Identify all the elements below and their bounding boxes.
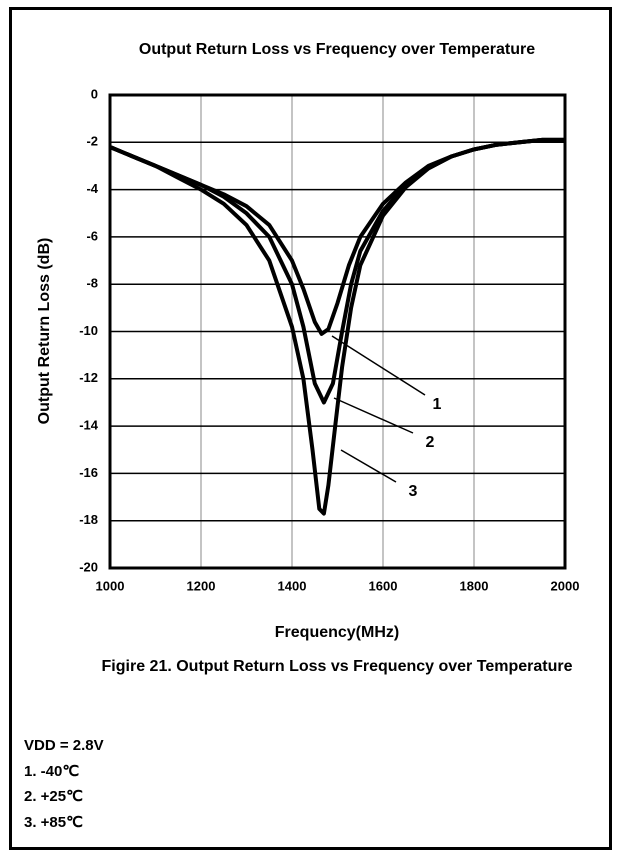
y-tick-label: -18	[79, 512, 98, 527]
note: VDD = 2.8V	[24, 737, 104, 754]
series-line	[109, 137, 565, 516]
y-tick-label: 0	[91, 86, 98, 101]
x-axis-label: Frequency(MHz)	[275, 624, 399, 641]
x-tick-label: 1400	[278, 578, 307, 593]
y-tick-label: -10	[79, 323, 98, 338]
leader-line	[333, 397, 414, 434]
series-label: 3	[409, 483, 418, 500]
x-tick-label: 1800	[460, 578, 489, 593]
x-tick-label: 1600	[369, 578, 398, 593]
chart-title: Output Return Loss vs Frequency over Tem…	[138, 41, 536, 58]
series-label: 2	[426, 434, 435, 451]
x-tick-label: 1200	[187, 578, 216, 593]
y-tick-label: -14	[79, 418, 99, 433]
plot-frame	[108, 93, 567, 570]
note: 3. +85℃	[24, 814, 83, 831]
x-tick-label: 1000	[96, 578, 125, 593]
y-tick-label: -8	[86, 276, 98, 291]
y-tick-label: -12	[79, 370, 98, 385]
y-tick-label: -16	[79, 465, 98, 480]
leader-line	[331, 335, 426, 396]
x-tick-label: 2000	[551, 578, 580, 593]
series-label: 1	[433, 396, 442, 413]
y-tick-label: -20	[79, 559, 98, 574]
frame	[9, 7, 612, 850]
y-tick-label: -2	[86, 134, 98, 149]
note: 1. -40℃	[24, 763, 80, 780]
y-axis-label: Output Return Loss (dB)	[36, 238, 53, 425]
y-tick-label: -6	[86, 228, 98, 243]
caption: Figire 21. Output Return Loss vs Frequen…	[101, 658, 573, 675]
leader-line	[340, 449, 397, 483]
note: 2. +25℃	[24, 788, 83, 805]
y-tick-label: -4	[86, 181, 98, 196]
